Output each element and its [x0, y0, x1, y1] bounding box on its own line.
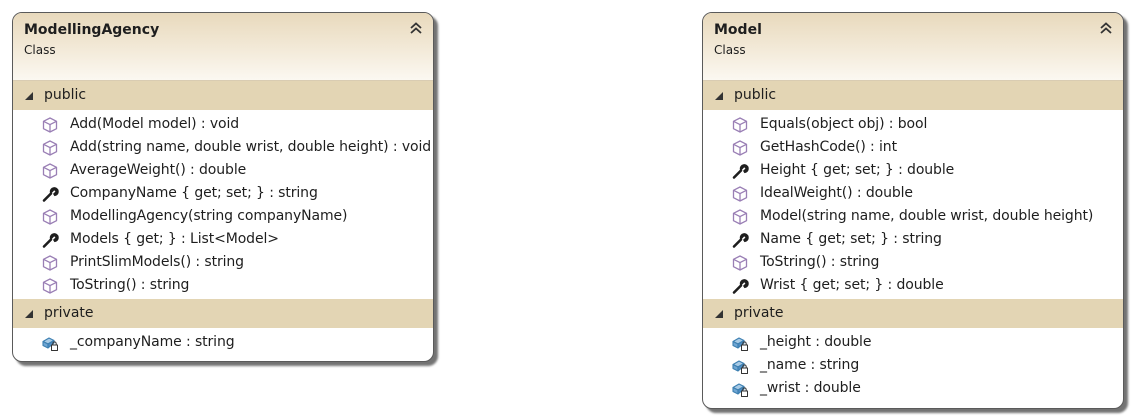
property-icon [41, 185, 59, 203]
member-row[interactable]: ToString() : string [703, 251, 1123, 274]
class-kind: Class [24, 43, 56, 57]
member-signature: CompanyName { get; set; } : string [70, 185, 318, 201]
member-signature: Wrist { get; set; } : double [760, 277, 944, 293]
expanded-triangle-icon [715, 92, 723, 100]
expanded-triangle-icon [25, 92, 33, 100]
collapse-chevron-icon[interactable] [1098, 20, 1114, 36]
section-private-header[interactable]: private [13, 299, 433, 328]
public-members-list: Add(Model model) : void Add(string name, … [13, 110, 433, 299]
section-label: private [734, 305, 784, 321]
property-icon [41, 231, 59, 249]
member-signature: ToString() : string [70, 277, 190, 293]
expanded-triangle-icon [715, 310, 723, 318]
member-signature: GetHashCode() : int [760, 139, 897, 155]
property-icon [731, 162, 749, 180]
member-row[interactable]: Height { get; set; } : double [703, 159, 1123, 182]
member-row[interactable]: CompanyName { get; set; } : string [13, 182, 433, 205]
expanded-triangle-icon [25, 310, 33, 318]
member-row[interactable]: Wrist { get; set; } : double [703, 274, 1123, 297]
member-signature: _height : double [760, 334, 872, 350]
member-signature: Model(string name, double wrist, double … [760, 208, 1094, 224]
section-label: public [734, 87, 777, 103]
private-field-icon [731, 334, 749, 352]
method-icon [41, 208, 59, 226]
section-public-header[interactable]: public [703, 81, 1123, 110]
section-label: private [44, 305, 94, 321]
method-icon [41, 116, 59, 134]
method-icon [731, 208, 749, 226]
class-header: ModellingAgency Class [13, 13, 433, 81]
member-row[interactable]: Models { get; } : List<Model> [13, 228, 433, 251]
member-row[interactable]: _height : double [703, 331, 1123, 354]
member-signature: Models { get; } : List<Model> [70, 231, 279, 247]
member-row[interactable]: Name { get; set; } : string [703, 228, 1123, 251]
member-row[interactable]: Model(string name, double wrist, double … [703, 205, 1123, 228]
section-private-header[interactable]: private [703, 299, 1123, 328]
member-signature: ToString() : string [760, 254, 880, 270]
member-row[interactable]: PrintSlimModels() : string [13, 251, 433, 274]
method-icon [731, 185, 749, 203]
member-row[interactable]: ModellingAgency(string companyName) [13, 205, 433, 228]
method-icon [731, 254, 749, 272]
member-signature: Equals(object obj) : bool [760, 116, 928, 132]
member-row[interactable]: _name : string [703, 354, 1123, 377]
method-icon [41, 162, 59, 180]
class-box-modelling-agency[interactable]: ModellingAgency Class public Add(Model m… [12, 12, 434, 362]
private-field-icon [731, 357, 749, 375]
class-box-model[interactable]: Model Class public Equals(object obj) : … [702, 12, 1124, 409]
property-icon [731, 277, 749, 295]
member-row[interactable]: GetHashCode() : int [703, 136, 1123, 159]
member-signature: Add(string name, double wrist, double he… [70, 139, 432, 155]
class-header: Model Class [703, 13, 1123, 81]
member-row[interactable]: Add(string name, double wrist, double he… [13, 136, 433, 159]
method-icon [41, 277, 59, 295]
method-icon [731, 116, 749, 134]
private-members-list: _companyName : string [13, 328, 433, 356]
member-signature: _wrist : double [760, 380, 861, 396]
property-icon [731, 231, 749, 249]
section-public-header[interactable]: public [13, 81, 433, 110]
member-row[interactable]: AverageWeight() : double [13, 159, 433, 182]
public-members-list: Equals(object obj) : bool GetHashCode() :… [703, 110, 1123, 299]
private-field-icon [731, 380, 749, 398]
collapse-chevron-icon[interactable] [408, 20, 424, 36]
member-signature: IdealWeight() : double [760, 185, 913, 201]
member-row[interactable]: Equals(object obj) : bool [703, 113, 1123, 136]
member-signature: PrintSlimModels() : string [70, 254, 244, 270]
member-signature: ModellingAgency(string companyName) [70, 208, 348, 224]
member-signature: Height { get; set; } : double [760, 162, 955, 178]
member-row[interactable]: Add(Model model) : void [13, 113, 433, 136]
member-row[interactable]: ToString() : string [13, 274, 433, 297]
class-name: Model [714, 22, 762, 38]
private-field-icon [41, 334, 59, 352]
method-icon [41, 254, 59, 272]
member-row[interactable]: _companyName : string [13, 331, 433, 354]
section-label: public [44, 87, 87, 103]
member-row[interactable]: IdealWeight() : double [703, 182, 1123, 205]
method-icon [731, 139, 749, 157]
member-signature: Add(Model model) : void [70, 116, 240, 132]
member-signature: _name : string [760, 357, 860, 373]
member-signature: Name { get; set; } : string [760, 231, 942, 247]
method-icon [41, 139, 59, 157]
private-members-list: _height : double _name : string _wrist : d… [703, 328, 1123, 402]
member-signature: AverageWeight() : double [70, 162, 247, 178]
member-signature: _companyName : string [70, 334, 235, 350]
class-name: ModellingAgency [24, 22, 160, 38]
class-kind: Class [714, 43, 746, 57]
member-row[interactable]: _wrist : double [703, 377, 1123, 400]
